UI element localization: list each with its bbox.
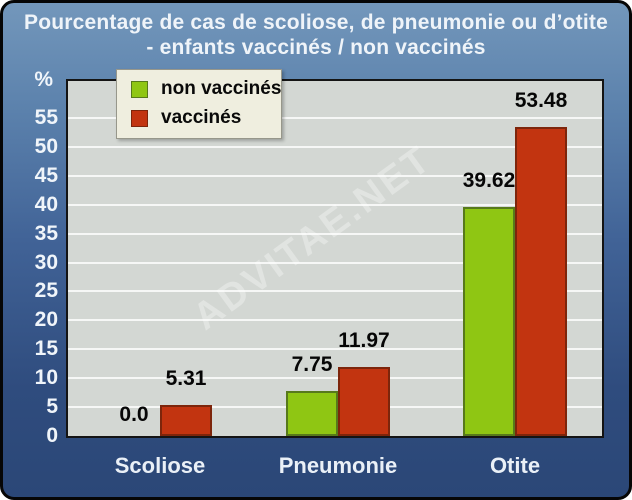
chart-title-line1: Pourcentage de cas de scoliose, de pneum… xyxy=(24,11,608,34)
gridline-30 xyxy=(68,262,602,264)
y-tick-25: 25 xyxy=(34,279,58,302)
chart-title-line2: - enfants vaccinés / non vaccinés xyxy=(146,36,486,59)
bar-Pneumonie-non vaccinés xyxy=(286,391,338,436)
category-label-Pneumonie: Pneumonie xyxy=(278,453,398,478)
value-label-Scoliose-vaccinés: 5.31 xyxy=(165,367,207,390)
category-label-Otite: Otite xyxy=(489,453,541,478)
value-label-Otite-non vaccinés: 39.62 xyxy=(462,169,516,192)
y-tick-15: 15 xyxy=(34,337,58,360)
legend: non vaccinés vaccinés xyxy=(116,69,282,139)
y-tick-50: 50 xyxy=(34,135,58,158)
y-tick-20: 20 xyxy=(34,308,58,331)
bar-Scoliose-vaccinés xyxy=(160,405,212,436)
legend-item-non-vaccines: non vaccinés xyxy=(131,78,282,99)
y-tick-35: 35 xyxy=(34,222,58,245)
y-tick-10: 10 xyxy=(34,366,58,389)
gridline-15 xyxy=(68,348,602,350)
legend-label: vaccinés xyxy=(161,107,242,128)
category-label-Scoliose: Scoliose xyxy=(114,453,206,478)
gridline-25 xyxy=(68,290,602,292)
value-label-Pneumonie-non vaccinés: 7.75 xyxy=(291,353,333,376)
y-tick-30: 30 xyxy=(34,251,58,274)
legend-swatch-red xyxy=(131,109,148,127)
value-label-Pneumonie-vaccinés: 11.97 xyxy=(338,329,390,352)
gridline-35 xyxy=(68,233,602,235)
legend-label: non vaccinés xyxy=(161,78,282,99)
legend-item-vaccines: vaccinés xyxy=(131,107,242,128)
value-label-Otite-vaccinés: 53.48 xyxy=(514,89,568,112)
y-axis-unit-label: % xyxy=(34,68,53,91)
gridline-50 xyxy=(68,146,602,148)
bar-Otite-non vaccinés xyxy=(463,207,515,436)
y-tick-5: 5 xyxy=(46,395,58,418)
gridline-10 xyxy=(68,377,602,379)
watermark: ADVITAE.NET xyxy=(185,137,440,339)
legend-swatch-green xyxy=(131,80,148,98)
bar-Pneumonie-vaccinés xyxy=(338,367,390,436)
y-tick-55: 55 xyxy=(34,106,58,129)
y-tick-40: 40 xyxy=(34,193,58,216)
gridline-55 xyxy=(68,117,602,119)
value-label-Scoliose-non vaccinés: 0.0 xyxy=(119,403,149,426)
gridline-45 xyxy=(68,175,602,177)
y-tick-45: 45 xyxy=(34,164,58,187)
y-tick-0: 0 xyxy=(46,424,58,447)
gridline-40 xyxy=(68,204,602,206)
chart-title: Pourcentage de cas de scoliose, de pneum… xyxy=(3,10,629,60)
gridline-20 xyxy=(68,319,602,321)
bar-Otite-vaccinés xyxy=(515,127,567,436)
